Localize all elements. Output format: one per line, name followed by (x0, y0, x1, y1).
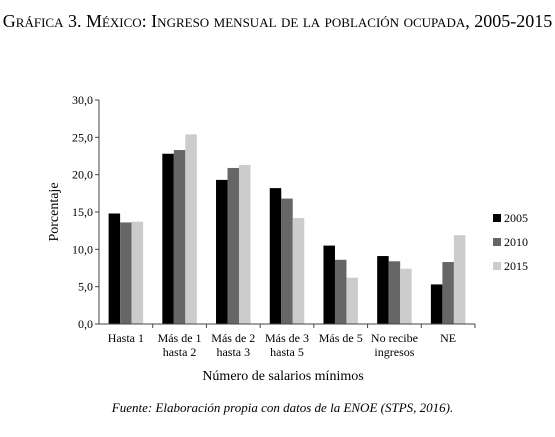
bar-2005-3 (269, 188, 282, 324)
x-category-label: No recibe (371, 331, 418, 345)
x-category-label: hasta 5 (270, 345, 304, 359)
x-category-label: Más de 5 (319, 331, 363, 345)
x-category-label: Más de 3 (265, 331, 309, 345)
bar-2015-1 (185, 134, 197, 324)
bar-2010-1 (173, 150, 186, 324)
bar-2005-5 (377, 256, 389, 324)
x-category-label: Más de 2 (211, 331, 255, 345)
bar-2010-5 (388, 261, 401, 324)
legend-swatch-2015 (493, 262, 501, 270)
legend-label: 2010 (504, 235, 528, 249)
y-tick-label: 30,0 (72, 93, 93, 107)
x-category-label: Hasta 1 (108, 331, 144, 345)
y-tick-label: 5,0 (78, 280, 93, 294)
bar-2015-4 (346, 277, 358, 324)
y-tick-label: 20,0 (72, 168, 93, 182)
chart-source: Fuente: Elaboración propia con datos de … (111, 400, 454, 415)
x-category-label: ingresos (374, 345, 414, 359)
bar-2005-4 (323, 245, 335, 324)
y-axis-ticks: 0,0 5,0 10,0 15,0 20,0 25,0 30,0 (72, 93, 99, 331)
bar-2005-1 (162, 153, 174, 324)
bars (108, 134, 466, 324)
bar-2005-2 (216, 179, 228, 324)
chart-title: Gráfica 3. México: Ingreso mensual de la… (2, 11, 553, 31)
bar-2005-0 (108, 213, 121, 324)
bar-2010-0 (120, 222, 132, 324)
bar-2015-2 (239, 164, 251, 324)
y-tick-label: 0,0 (78, 317, 93, 331)
x-category-label: Más de 1 (158, 331, 202, 345)
bar-2010-2 (227, 167, 240, 324)
x-category-label: NE (440, 331, 456, 345)
legend-label: 2005 (504, 211, 528, 225)
legend-swatch-2010 (493, 238, 501, 246)
bar-2010-3 (281, 198, 293, 324)
legend-label: 2015 (504, 259, 528, 273)
y-tick-label: 10,0 (72, 242, 93, 256)
y-tick-label: 15,0 (72, 205, 93, 219)
y-axis-label: Porcentaje (47, 182, 62, 241)
x-category-label: hasta 3 (216, 345, 250, 359)
bar-2010-6 (442, 262, 454, 324)
bar-2015-0 (131, 221, 144, 324)
bar-2015-5 (400, 268, 412, 324)
bar-2010-4 (334, 259, 347, 324)
bar-2015-3 (292, 217, 305, 324)
y-tick-label: 25,0 (72, 130, 93, 144)
bar-2015-6 (453, 235, 466, 324)
x-category-label: hasta 2 (163, 345, 197, 359)
legend-swatch-2005 (493, 214, 501, 222)
bar-2005-6 (430, 284, 443, 324)
legend: 2005 2010 2015 (493, 211, 528, 273)
x-axis-label: Número de salarios mínimos (202, 369, 363, 384)
